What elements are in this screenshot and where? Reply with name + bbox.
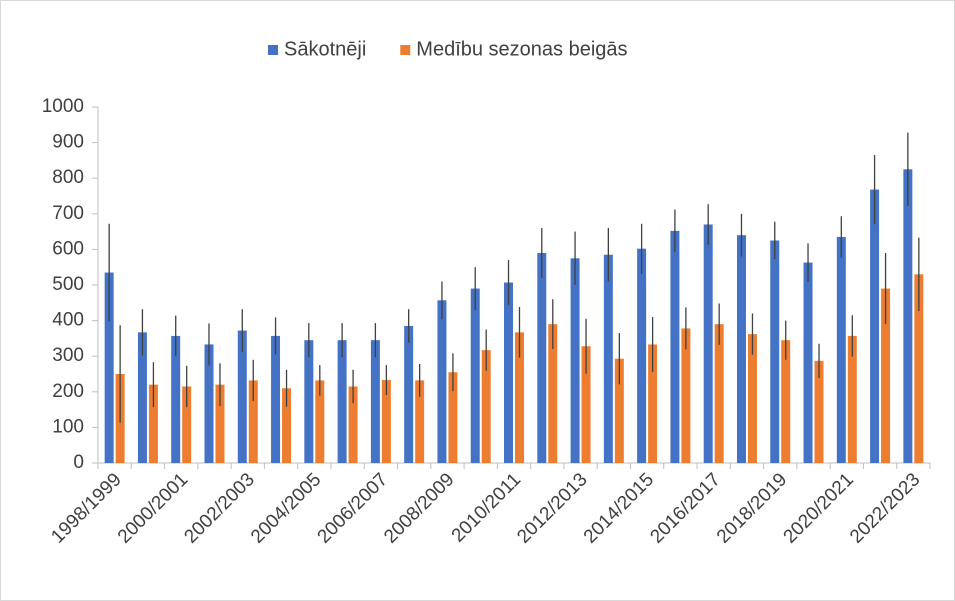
bar bbox=[515, 332, 524, 463]
bar bbox=[581, 346, 591, 463]
bar bbox=[304, 340, 314, 463]
legend-label: Sākotnēji bbox=[284, 38, 366, 60]
y-tick-label: 400 bbox=[52, 310, 84, 331]
bar bbox=[504, 282, 513, 463]
bar bbox=[847, 335, 857, 463]
y-tick-label: 200 bbox=[52, 381, 84, 402]
bar bbox=[148, 384, 158, 463]
bar bbox=[315, 380, 325, 463]
bar bbox=[914, 274, 924, 463]
bar bbox=[104, 272, 114, 463]
bar bbox=[570, 258, 580, 463]
bar bbox=[248, 380, 258, 463]
bar bbox=[648, 344, 658, 463]
bar bbox=[903, 169, 913, 464]
y-tick-label: 800 bbox=[52, 167, 84, 188]
bar bbox=[470, 288, 480, 463]
bar bbox=[803, 262, 813, 463]
bar bbox=[603, 254, 613, 463]
y-tick-label: 900 bbox=[52, 132, 84, 153]
bar bbox=[381, 380, 391, 463]
bar bbox=[548, 324, 558, 463]
bar bbox=[404, 325, 414, 463]
bar bbox=[870, 189, 880, 464]
bar bbox=[137, 332, 147, 463]
y-tick-label: 600 bbox=[52, 238, 84, 259]
bar bbox=[736, 235, 746, 463]
bar bbox=[747, 334, 757, 463]
bar bbox=[781, 340, 791, 463]
bar bbox=[171, 335, 181, 463]
legend-swatch bbox=[400, 45, 411, 55]
bar bbox=[271, 335, 281, 463]
bar bbox=[448, 372, 458, 463]
bar bbox=[881, 288, 891, 463]
legend-swatch bbox=[268, 45, 278, 55]
bar bbox=[237, 330, 247, 463]
y-tick-label: 100 bbox=[52, 416, 84, 437]
bar bbox=[182, 386, 192, 463]
bar bbox=[282, 388, 292, 463]
bar bbox=[681, 328, 691, 463]
y-tick-label: 500 bbox=[52, 274, 84, 295]
bar bbox=[714, 324, 724, 463]
bar bbox=[703, 224, 713, 463]
y-tick-label: 1000 bbox=[42, 96, 84, 117]
y-tick-label: 0 bbox=[73, 452, 84, 473]
bar bbox=[348, 386, 358, 463]
bar bbox=[204, 344, 214, 463]
bar bbox=[215, 384, 225, 463]
bar bbox=[836, 236, 846, 463]
bar bbox=[415, 380, 425, 463]
bar bbox=[437, 300, 447, 463]
bar bbox=[537, 252, 547, 463]
bar bbox=[814, 360, 824, 463]
legend-label: Medību sezonas beigās bbox=[416, 38, 627, 60]
bar bbox=[370, 340, 380, 463]
bar bbox=[614, 358, 624, 463]
bar bbox=[637, 248, 647, 463]
y-tick-label: 700 bbox=[52, 203, 84, 224]
bar bbox=[670, 230, 680, 463]
y-tick-label: 300 bbox=[52, 345, 84, 366]
bar bbox=[337, 340, 347, 463]
bar bbox=[481, 350, 491, 463]
bar bbox=[770, 240, 780, 463]
